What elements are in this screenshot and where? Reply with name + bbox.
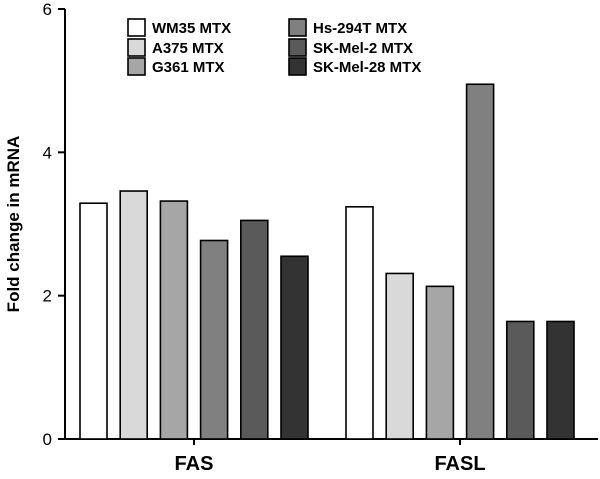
bar-fasl-a375-mtx: [385, 272, 415, 440]
legend: WM35 MTX A375 MTX G361 MTX Hs-294T MTX SK-Me…: [127, 18, 421, 76]
legend-swatch: [288, 18, 307, 37]
bar-fas-a375-mtx: [119, 190, 148, 440]
legend-swatch: [127, 57, 146, 76]
bar-fasl-hs-294t-mtx: [465, 83, 495, 440]
legend-swatch: [127, 38, 146, 57]
bar-fasl-g361-mtx: [425, 285, 455, 440]
legend-label: A375 MTX: [152, 40, 224, 57]
y-tick-label: 0: [43, 430, 52, 449]
bar-fasl-sk-mel-28-mtx: [546, 320, 575, 440]
legend-label: WM35 MTX: [152, 20, 231, 37]
bar-fas-sk-mel-2-mtx: [240, 219, 269, 440]
legend-label: Hs-294T MTX: [313, 20, 407, 37]
bar-fasl-sk-mel-2-mtx: [505, 320, 535, 440]
y-tick-label: 2: [43, 287, 52, 306]
legend-label: SK-Mel-28 MTX: [313, 59, 421, 76]
legend-label: SK-Mel-2 MTX: [313, 40, 413, 57]
bar-fasl-wm35-mtx: [345, 206, 374, 440]
y-tick-label: 4: [43, 143, 52, 162]
legend-swatch: [288, 38, 307, 57]
y-tick-label: 6: [43, 0, 52, 19]
bar-fas-hs-294t-mtx: [199, 239, 229, 440]
bar-fas-g361-mtx: [159, 200, 189, 440]
bar-fas-wm35-mtx: [79, 202, 108, 440]
bars: [79, 83, 575, 440]
labels: 0 2 4 6 Fold change in mRNA FAS FASL: [4, 0, 486, 475]
legend-swatch: [127, 18, 146, 37]
bar-fas-sk-mel-28-mtx: [280, 255, 309, 440]
x-category-label: FAS: [175, 453, 214, 474]
y-axis-title: Fold change in mRNA: [4, 136, 23, 313]
x-category-label: FASL: [434, 453, 485, 474]
legend-swatch: [288, 57, 307, 76]
legend-label: G361 MTX: [152, 59, 225, 76]
